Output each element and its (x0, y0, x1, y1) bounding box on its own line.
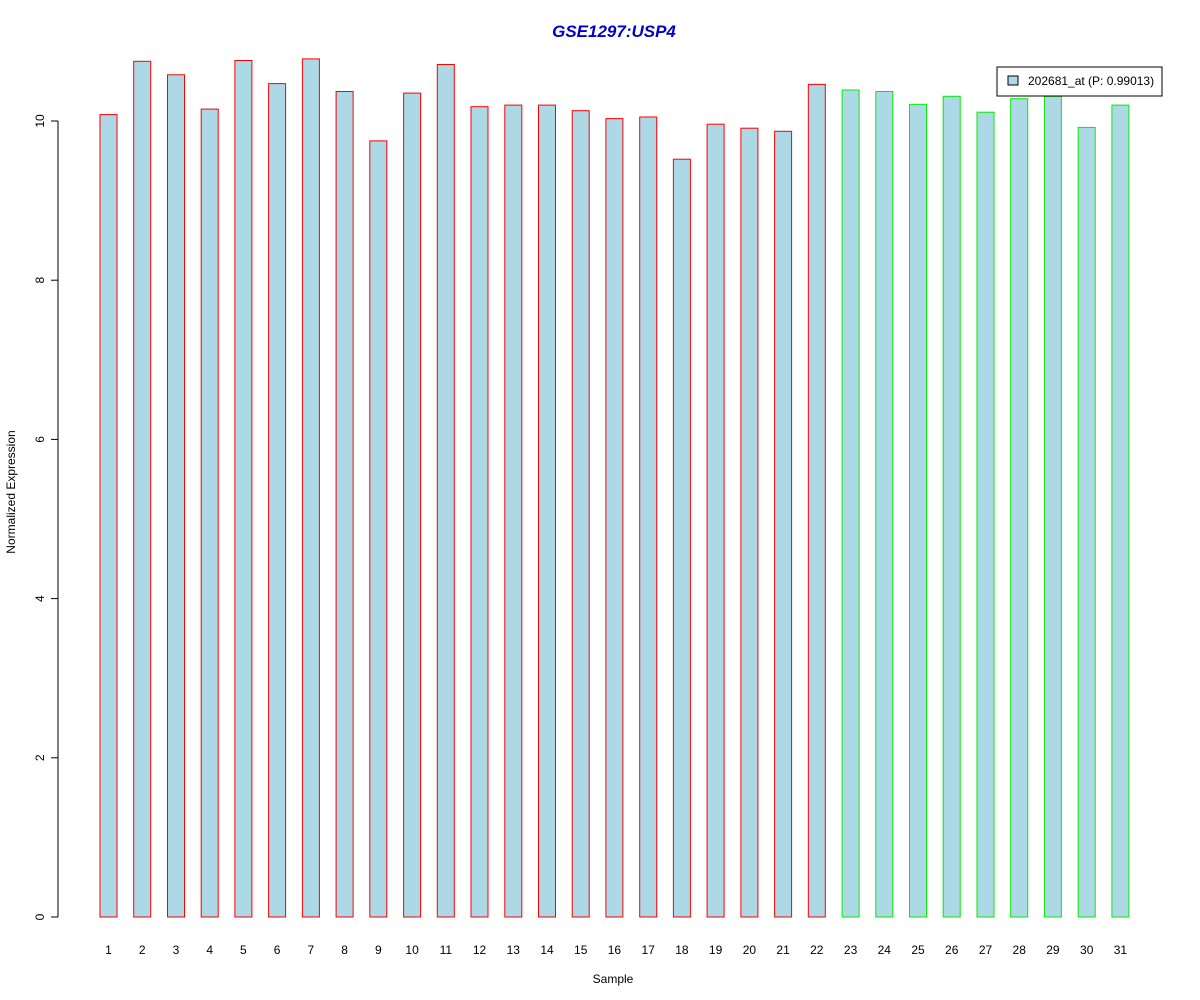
x-tick-label: 14 (540, 943, 554, 957)
x-tick-label: 23 (844, 943, 858, 957)
x-tick-label: 1 (105, 943, 112, 957)
bar-sample-25 (909, 103, 927, 918)
bar-sample-27 (976, 111, 995, 918)
legend: 202681_at (P: 0.99013) (996, 66, 1163, 97)
bar-sample-13 (504, 104, 523, 918)
bar-sample-30 (1077, 126, 1096, 918)
bar-sample-23 (841, 89, 860, 918)
x-tick-label: 2 (139, 943, 146, 957)
legend-swatch (1007, 75, 1019, 86)
x-tick-label: 18 (675, 943, 689, 957)
bar-sample-29 (1043, 95, 1062, 918)
x-tick-label: 16 (608, 943, 622, 957)
x-tick-label: 30 (1080, 943, 1094, 957)
legend-box (996, 66, 1163, 97)
x-tick-label: 28 (1013, 943, 1027, 957)
x-tick-label: 4 (206, 943, 213, 957)
bar-sample-12 (470, 106, 489, 918)
bars-group (99, 58, 1130, 918)
x-tick-label: 7 (308, 943, 315, 957)
bar-sample-20 (740, 127, 759, 918)
x-tick-label: 10 (405, 943, 419, 957)
y-tick-label: 0 (33, 913, 47, 920)
x-tick-label: 11 (440, 943, 453, 957)
x-tick-label: 31 (1114, 943, 1128, 957)
x-axis-label: Sample (593, 972, 634, 986)
x-tick-label: 9 (375, 943, 382, 957)
bar-sample-11 (436, 64, 455, 918)
x-tick-label: 22 (810, 943, 824, 957)
x-tick-label: 19 (709, 943, 723, 957)
bar-sample-17 (639, 116, 658, 918)
bar-sample-4 (200, 108, 219, 918)
y-tick-label: 10 (33, 114, 47, 128)
x-tick-label: 5 (240, 943, 247, 957)
bar-sample-6 (268, 83, 287, 918)
bar-sample-1 (99, 114, 118, 918)
x-tick-label: 15 (574, 943, 588, 957)
bar-sample-9 (369, 140, 388, 918)
y-tick-label: 6 (33, 436, 47, 443)
x-tick-labels: 1 2 3 4 5 6 7 8 9 10 11 12 13 14 15 16 17 18 19 20 21 22 23 24 2… (105, 943, 1127, 957)
bar-sample-16 (605, 118, 624, 918)
bar-sample-5 (234, 60, 253, 918)
bar-sample-18 (672, 158, 691, 918)
x-tick-label: 26 (945, 943, 959, 957)
x-tick-label: 17 (642, 943, 656, 957)
y-axis-label: Normalized Expression (4, 430, 18, 553)
bar-sample-15 (571, 110, 590, 918)
bar-sample-21 (774, 130, 793, 918)
bar-sample-24 (875, 91, 894, 918)
bar-sample-19 (706, 123, 725, 918)
y-tick-label: 4 (33, 595, 47, 602)
legend-label: 202681_at (P: 0.99013) (1028, 74, 1154, 88)
x-tick-label: 25 (911, 943, 925, 957)
bar-sample-8 (335, 91, 354, 918)
y-axis: 0 2 4 6 8 10 (33, 114, 59, 920)
x-tick-label: 6 (274, 943, 281, 957)
x-tick-label: 20 (743, 943, 757, 957)
x-tick-label: 8 (341, 943, 348, 957)
x-tick-label: 3 (173, 943, 180, 957)
x-tick-label: 12 (473, 943, 487, 957)
bar-sample-7 (301, 58, 320, 918)
y-tick-label: 8 (33, 277, 47, 284)
bar-sample-10 (403, 92, 422, 918)
bar-sample-26 (942, 95, 961, 918)
x-tick-label: 21 (776, 943, 790, 957)
y-tick-label: 2 (33, 754, 47, 761)
bar-sample-31 (1111, 104, 1130, 918)
bar-sample-2 (133, 60, 152, 918)
bar-sample-14 (538, 104, 556, 918)
x-tick-label: 27 (979, 943, 993, 957)
bar-sample-28 (1010, 98, 1029, 918)
chart-title: GSE1297:USP4 (552, 22, 676, 41)
x-tick-label: 13 (507, 943, 521, 957)
bar-sample-3 (167, 74, 185, 918)
x-tick-label: 29 (1046, 943, 1060, 957)
bar-sample-22 (807, 83, 826, 918)
x-tick-label: 24 (878, 943, 892, 957)
